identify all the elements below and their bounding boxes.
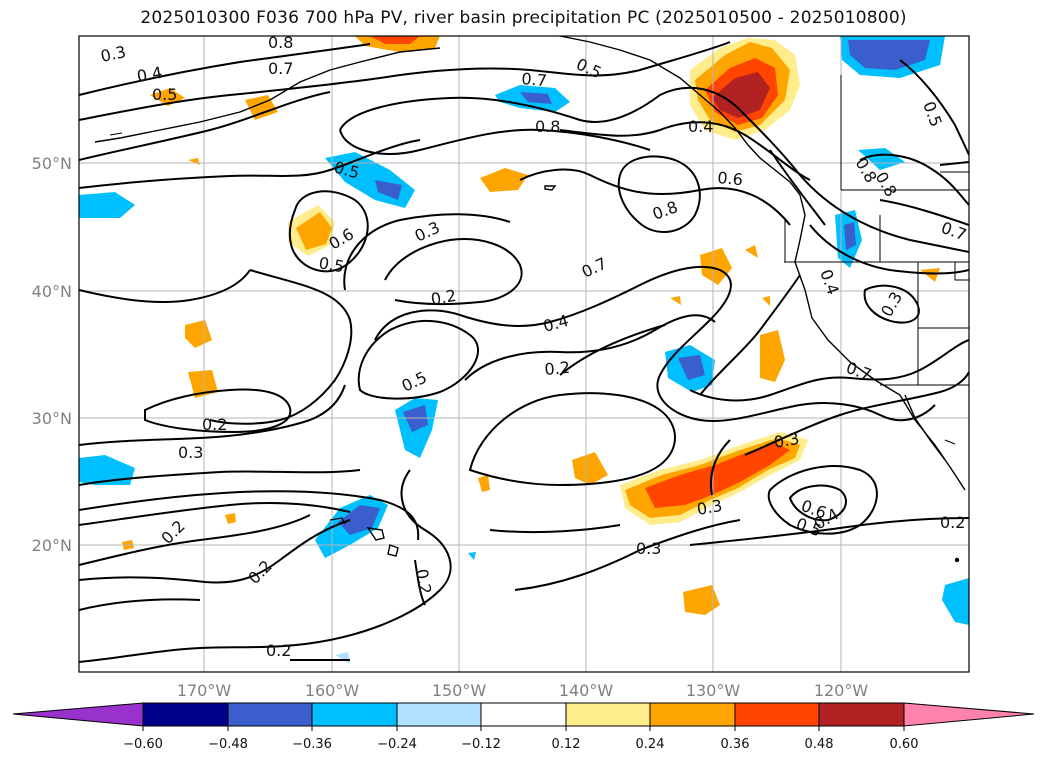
contour-label: 0.6 xyxy=(717,168,744,189)
colorbar-bin xyxy=(227,702,313,727)
colorbar-tick: −0.48 xyxy=(208,737,248,752)
colorbar-bin xyxy=(311,702,398,727)
contour-label: 0.7 xyxy=(268,59,293,78)
colorbar-bin xyxy=(142,702,229,727)
contour-label: 0.3 xyxy=(636,539,661,558)
contour-label: 0.5 xyxy=(152,85,177,104)
colorbar-tick: −0.36 xyxy=(292,737,332,752)
contour-label: 0.8 xyxy=(535,117,560,136)
lat-label: 40°N xyxy=(32,282,72,301)
contour-label: 0.2 xyxy=(266,641,291,660)
contour-label: 0.2 xyxy=(429,286,457,309)
lon-label: 130°W xyxy=(686,681,741,700)
colorbar-bin xyxy=(818,702,905,727)
colorbar-bin xyxy=(565,702,651,727)
colorbar-tick: 0.60 xyxy=(890,737,919,752)
precip-shading xyxy=(79,36,969,664)
lat-label: 20°N xyxy=(32,536,72,555)
colorbar-under xyxy=(12,702,144,727)
contour-label: 0.7 xyxy=(521,69,548,90)
contour-label: 0.3 xyxy=(99,42,128,66)
lat-label: 30°N xyxy=(32,409,72,428)
lon-label: 150°W xyxy=(432,681,487,700)
colorbar-over xyxy=(903,702,1035,727)
contour-label: 0.8 xyxy=(268,33,293,52)
map-title: 2025010300 F036 700 hPa PV, river basin … xyxy=(140,8,907,28)
colorbar-bin xyxy=(396,702,482,727)
colorbar-tick: −0.12 xyxy=(461,737,501,752)
contour-label: 0.4 xyxy=(135,63,163,86)
colorbar-tick: 0.12 xyxy=(552,737,581,752)
coastlines xyxy=(94,36,969,563)
contour-label: 0.2 xyxy=(202,415,227,434)
map-area: 0.3 0.8 0.4 0.7 0.5 0.7 0.5 0.8 0.4 0.5 … xyxy=(79,33,969,672)
colorbar-tick: −0.24 xyxy=(377,737,417,752)
colorbar-tick: 0.24 xyxy=(636,737,665,752)
contour-label: 0.4 xyxy=(688,117,713,136)
lon-label: 140°W xyxy=(559,681,614,700)
colorbar-bin xyxy=(480,702,567,727)
map-frame xyxy=(78,35,970,673)
lat-labels: 50°N 40°N 30°N 20°N xyxy=(32,154,72,555)
colorbar xyxy=(12,702,1035,731)
contour-label: 0.3 xyxy=(178,443,203,462)
contour-label: 0.5 xyxy=(317,253,345,276)
contour-label: 0.2 xyxy=(412,567,435,595)
graticule xyxy=(79,36,969,672)
lon-labels: 170°W 160°W 150°W 140°W 130°W 120°W xyxy=(177,681,869,700)
colorbar-tick: −0.60 xyxy=(123,737,163,752)
lat-label: 50°N xyxy=(32,154,72,173)
contour-label: 0.3 xyxy=(695,496,723,519)
colorbar-tick: 0.48 xyxy=(805,737,834,752)
colorbar-tick: 0.36 xyxy=(721,737,750,752)
pv-contours xyxy=(79,41,969,663)
lon-label: 160°W xyxy=(305,681,360,700)
contour-label: 0.2 xyxy=(544,358,571,379)
lon-label: 170°W xyxy=(177,681,232,700)
contour-label: 0.2 xyxy=(940,513,965,532)
contour-label: 0.3 xyxy=(772,429,800,452)
lon-label: 120°W xyxy=(814,681,869,700)
colorbar-bin xyxy=(734,702,820,727)
colorbar-ticks: −0.60 −0.48 −0.36 −0.24 −0.12 0.12 0.24 … xyxy=(123,737,918,752)
colorbar-bin xyxy=(649,702,736,727)
